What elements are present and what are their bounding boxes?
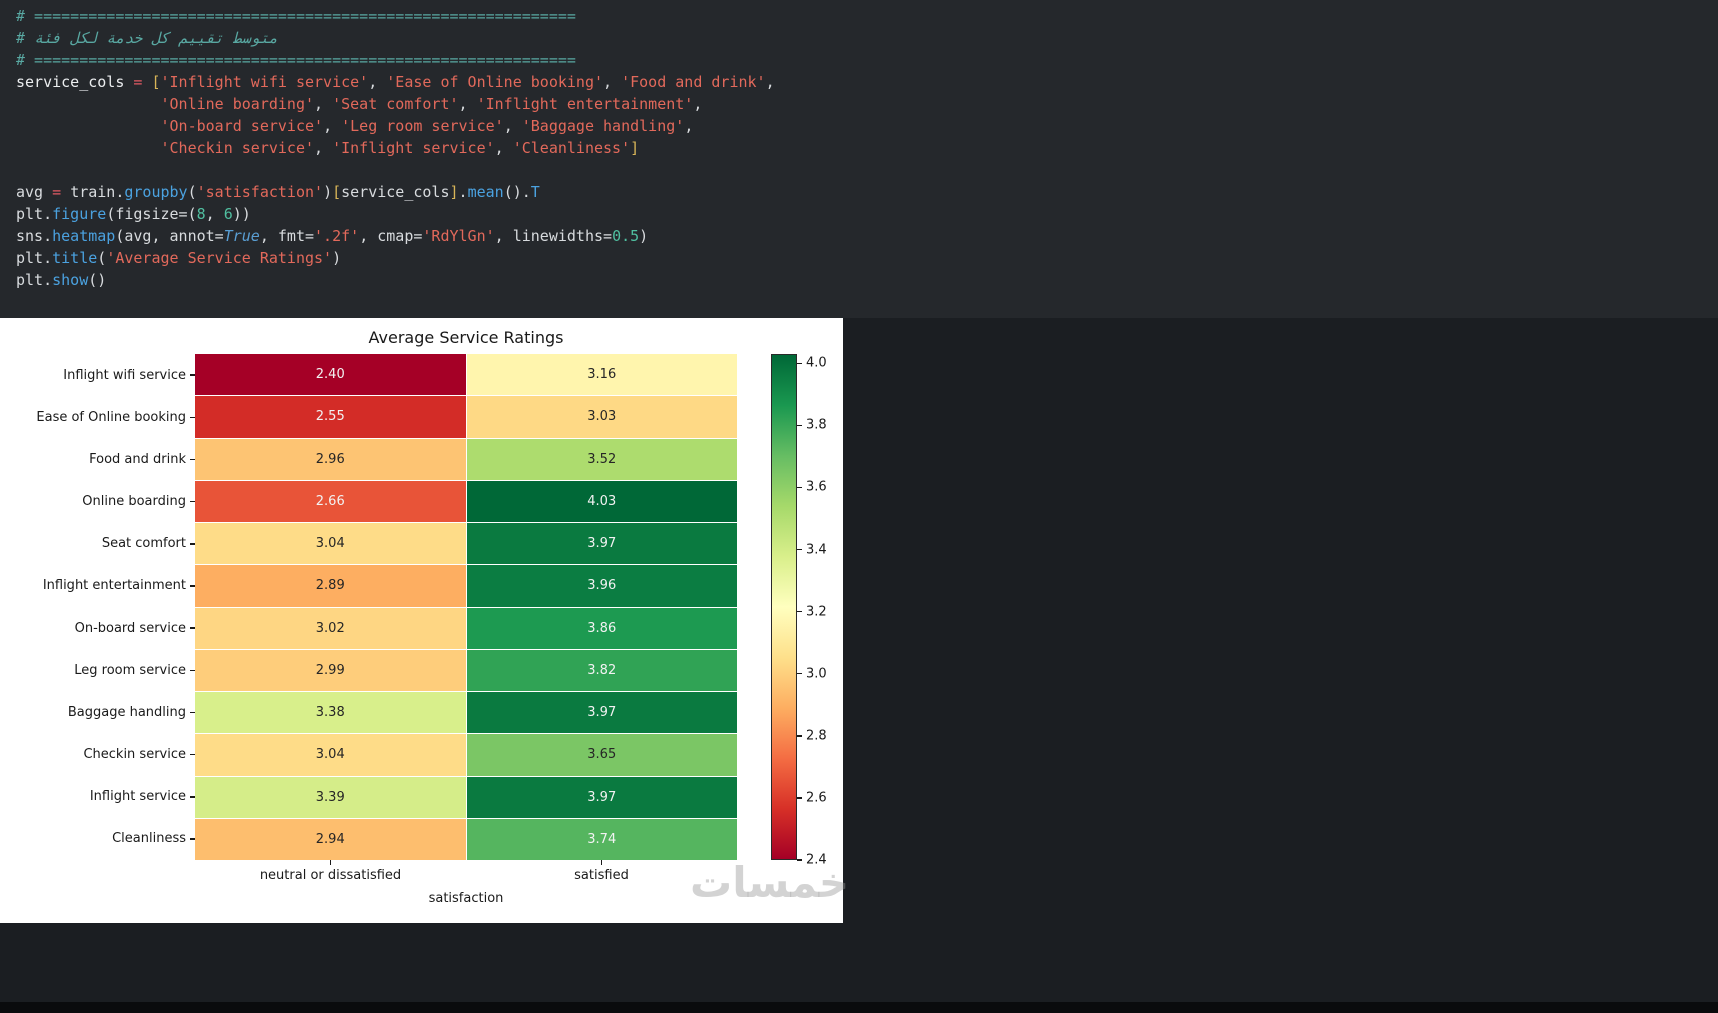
tick-mark xyxy=(797,735,802,737)
tick-mark xyxy=(329,860,332,865)
x-tick-label: satisfied xyxy=(574,868,629,883)
code-line: # ======================================… xyxy=(16,7,576,25)
tick-mark xyxy=(797,610,802,613)
colorbar-tick-label: 3.4 xyxy=(806,542,827,558)
y-tick-label: Ease of Online booking xyxy=(0,396,195,438)
code-line: plt.title('Average Service Ratings') xyxy=(16,249,342,267)
tick-mark xyxy=(797,859,802,861)
heatmap-cell: 3.38 xyxy=(195,692,466,734)
tick-mark xyxy=(190,796,195,798)
colorbar xyxy=(771,354,797,860)
heatmap-cell: 3.97 xyxy=(466,523,737,565)
tick-mark xyxy=(797,672,802,675)
bottom-bar xyxy=(0,1002,1718,1013)
heatmap-cell: 2.66 xyxy=(195,480,466,522)
tick-mark xyxy=(190,374,195,376)
tick-mark xyxy=(797,797,802,799)
y-tick-label: Inflight service xyxy=(0,776,195,818)
tick-mark xyxy=(797,424,802,427)
y-tick-label: Food and drink xyxy=(0,438,195,480)
code-line: avg = train.groupby('satisfaction')[serv… xyxy=(16,183,540,201)
tick-mark xyxy=(190,627,195,629)
y-tick-label: Checkin service xyxy=(0,734,195,776)
code-line: # متوسط تقييم كل خدمة لكل فئة xyxy=(16,29,278,47)
heatmap-cell: 2.96 xyxy=(195,438,466,480)
code-line: 'Online boarding', 'Seat comfort', 'Infl… xyxy=(160,95,703,113)
code-line xyxy=(16,159,1718,181)
code-line: plt.figure(figsize=(8, 6)) xyxy=(16,205,251,223)
colorbar-tick-label: 4.0 xyxy=(806,355,827,371)
heatmap-cell: 3.86 xyxy=(466,607,737,649)
heatmap-cell: 3.74 xyxy=(466,818,737,860)
heatmap-figure: Average Service Ratings Inflight wifi se… xyxy=(0,318,843,923)
heatmap-cell: 3.82 xyxy=(466,649,737,691)
x-tick-label: neutral or dissatisfied xyxy=(259,868,402,883)
code-line: 'On-board service', 'Leg room service', … xyxy=(160,117,694,135)
heatmap-cell: 3.39 xyxy=(195,776,466,818)
heatmap-grid: 2.40 3.16 2.55 3.03 2.96 3.52 2.66 4.03 3.04 3.97… xyxy=(195,354,737,860)
code-line: service_cols = ['Inflight wifi service',… xyxy=(16,73,775,91)
code-line: plt.show() xyxy=(16,271,107,289)
code-line: # ======================================… xyxy=(16,51,576,69)
tick-mark xyxy=(190,458,195,461)
colorbar-tick-label: 3.2 xyxy=(806,604,827,620)
y-tick-label: Cleanliness xyxy=(0,818,195,860)
khamsat-watermark: خمسات xyxy=(690,858,850,907)
colorbar-tick-label: 2.8 xyxy=(806,728,827,744)
colorbar-tick-label: 3.6 xyxy=(806,479,827,495)
heatmap-cell: 3.65 xyxy=(466,734,737,776)
code-line: sns.heatmap(avg, annot=True, fmt='.2f', … xyxy=(16,227,649,245)
heatmap-cell: 2.94 xyxy=(195,818,466,860)
tick-mark xyxy=(190,838,195,840)
tick-mark xyxy=(190,416,195,418)
heatmap-cell: 3.04 xyxy=(195,734,466,776)
y-tick-label: On-board service xyxy=(0,607,195,649)
tick-mark xyxy=(190,669,195,672)
chart-title: Average Service Ratings xyxy=(368,328,564,347)
tick-mark xyxy=(190,711,195,714)
tick-mark xyxy=(190,543,195,545)
heatmap-cell: 2.89 xyxy=(195,565,466,607)
heatmap-cell: 3.16 xyxy=(466,354,737,396)
tick-mark xyxy=(797,362,802,365)
tick-mark xyxy=(190,585,195,587)
heatmap-cell: 3.96 xyxy=(466,565,737,607)
colorbar-tick-label: 3.0 xyxy=(806,666,827,682)
heatmap-cell: 2.99 xyxy=(195,649,466,691)
y-tick-label: Baggage handling xyxy=(0,691,195,733)
heatmap-cell: 4.03 xyxy=(466,480,737,522)
tick-mark xyxy=(797,548,802,551)
code-line: 'Checkin service', 'Inflight service', '… xyxy=(160,139,640,157)
code-editor[interactable]: # ======================================… xyxy=(0,0,1718,318)
heatmap-cell: 3.52 xyxy=(466,438,737,480)
y-tick-label: Online boarding xyxy=(0,481,195,523)
heatmap-cell: 3.03 xyxy=(466,396,737,438)
colorbar-tick-label: 2.4 xyxy=(806,852,827,868)
y-tick-label: Inflight wifi service xyxy=(0,354,195,396)
y-tick-label: Leg room service xyxy=(0,649,195,691)
heatmap-cell: 3.97 xyxy=(466,776,737,818)
tick-mark xyxy=(190,753,195,756)
x-axis-label: satisfaction xyxy=(428,891,504,906)
tick-mark xyxy=(797,486,802,489)
y-axis-tick-labels: Inflight wifi service Ease of Online book… xyxy=(0,354,195,860)
y-tick-label: Inflight entertainment xyxy=(0,565,195,607)
heatmap-cell: 3.97 xyxy=(466,692,737,734)
colorbar-tick-label: 2.6 xyxy=(806,790,827,806)
tick-mark xyxy=(600,860,603,865)
heatmap-cell: 3.02 xyxy=(195,607,466,649)
y-tick-label: Seat comfort xyxy=(0,523,195,565)
tick-mark xyxy=(190,500,195,503)
heatmap-cell: 3.04 xyxy=(195,523,466,565)
heatmap-cell: 2.40 xyxy=(195,354,466,396)
heatmap-cell: 2.55 xyxy=(195,396,466,438)
colorbar-tick-label: 3.8 xyxy=(806,417,827,433)
